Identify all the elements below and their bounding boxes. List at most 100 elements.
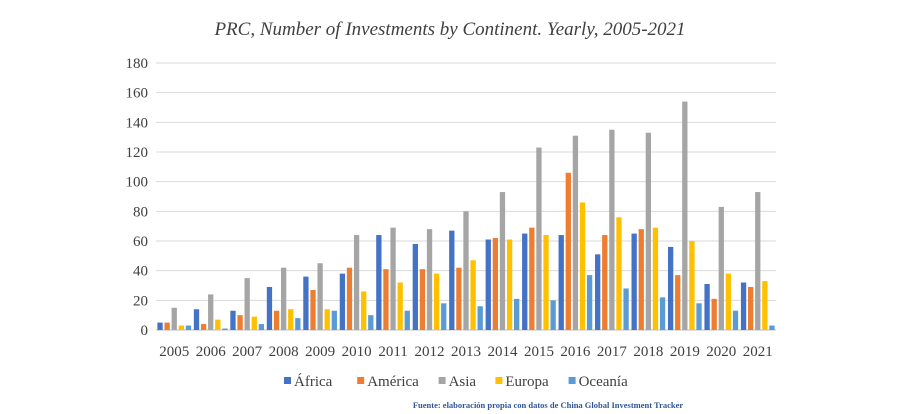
bar bbox=[339, 273, 346, 330]
bar bbox=[675, 275, 681, 330]
bar bbox=[412, 243, 418, 330]
bar bbox=[383, 269, 389, 330]
bar bbox=[748, 286, 754, 330]
bar bbox=[499, 192, 506, 330]
bar bbox=[609, 129, 615, 330]
bar bbox=[602, 235, 608, 330]
bar bbox=[696, 303, 702, 330]
x-tick-label: 2006 bbox=[196, 344, 227, 360]
bar bbox=[368, 315, 374, 330]
bar bbox=[550, 300, 556, 330]
bar bbox=[579, 202, 586, 330]
x-tick-label: 2014 bbox=[487, 344, 518, 360]
legend-item: Europa bbox=[495, 374, 549, 390]
y-tick-label: 120 bbox=[126, 145, 149, 161]
bar bbox=[303, 276, 309, 330]
bar bbox=[682, 101, 688, 330]
y-tick-label: 60 bbox=[133, 234, 148, 250]
bar bbox=[157, 322, 163, 330]
bar bbox=[353, 235, 360, 330]
x-tick-label: 2015 bbox=[524, 344, 554, 360]
bar bbox=[755, 192, 761, 330]
bar bbox=[433, 273, 440, 330]
bars bbox=[157, 101, 775, 330]
bar-group-2013 bbox=[449, 211, 483, 330]
bar bbox=[638, 229, 644, 330]
y-tick-label: 80 bbox=[133, 204, 148, 220]
x-tick-label: 2020 bbox=[706, 344, 736, 360]
bar bbox=[463, 211, 469, 330]
legend-label: Asia bbox=[449, 374, 477, 390]
legend-label: África bbox=[294, 373, 333, 390]
x-tick-label: 2017 bbox=[597, 344, 628, 360]
x-tick-label: 2021 bbox=[743, 344, 773, 360]
bar bbox=[449, 230, 455, 330]
bar bbox=[310, 289, 316, 330]
bar bbox=[441, 303, 447, 330]
bar bbox=[645, 132, 652, 330]
bar bbox=[251, 316, 257, 330]
bar bbox=[704, 284, 710, 330]
bar bbox=[397, 282, 403, 330]
bar bbox=[324, 309, 330, 330]
y-tick-label: 40 bbox=[133, 264, 148, 280]
y-axis-ticks: 0 20 40 60 80 100 120 140 160 180 bbox=[126, 56, 149, 339]
bar bbox=[280, 267, 287, 330]
bar bbox=[237, 315, 243, 330]
bar bbox=[514, 298, 520, 330]
bar bbox=[586, 275, 593, 330]
bar bbox=[616, 217, 622, 330]
bar bbox=[419, 269, 426, 330]
bar-group-2018 bbox=[631, 132, 666, 330]
legend-label: América bbox=[367, 374, 419, 390]
x-tick-label: 2010 bbox=[342, 344, 372, 360]
x-tick-label: 2009 bbox=[305, 344, 335, 360]
bar-group-2011 bbox=[376, 227, 410, 330]
bar bbox=[273, 310, 280, 330]
y-tick-label: 160 bbox=[126, 86, 149, 102]
bar bbox=[572, 135, 579, 330]
bar bbox=[390, 227, 396, 330]
bar bbox=[376, 235, 382, 330]
legend-item: África bbox=[284, 373, 333, 390]
bar bbox=[522, 233, 528, 330]
legend: África América Asia Europa Oceanía bbox=[284, 373, 628, 390]
legend-item: América bbox=[357, 374, 419, 390]
x-tick-label: 2007 bbox=[232, 344, 263, 360]
bar-group-2015 bbox=[522, 147, 556, 330]
bar bbox=[361, 291, 367, 330]
bar bbox=[331, 310, 337, 330]
legend-item: Oceanía bbox=[568, 374, 628, 390]
bar bbox=[426, 229, 433, 330]
bar bbox=[652, 227, 659, 330]
bar bbox=[295, 318, 301, 330]
bar bbox=[732, 310, 739, 330]
bar bbox=[477, 306, 483, 330]
bar-group-2010 bbox=[339, 235, 374, 330]
bar-group-2008 bbox=[266, 267, 301, 330]
x-tick-label: 2008 bbox=[269, 344, 299, 360]
bar bbox=[404, 310, 410, 330]
bar bbox=[558, 235, 564, 330]
bar bbox=[266, 286, 273, 330]
bar bbox=[258, 324, 265, 330]
legend-swatch bbox=[495, 377, 503, 384]
bar bbox=[193, 309, 200, 330]
legend-swatch bbox=[357, 377, 365, 384]
legend-swatch bbox=[284, 377, 291, 384]
y-tick-label: 0 bbox=[141, 323, 149, 339]
bar bbox=[164, 322, 170, 330]
bar bbox=[565, 172, 571, 330]
bar bbox=[689, 241, 695, 330]
bar bbox=[208, 294, 214, 330]
bar bbox=[631, 233, 637, 330]
bar bbox=[543, 235, 549, 330]
bar bbox=[659, 297, 666, 330]
bar-group-2012 bbox=[412, 229, 447, 330]
legend-swatch bbox=[438, 377, 446, 384]
chart-title: PRC, Number of Investments by Continent.… bbox=[213, 19, 685, 40]
bar bbox=[244, 278, 250, 330]
source-note: Fuente: elaboración propia con datos de … bbox=[413, 400, 684, 410]
bar bbox=[718, 206, 724, 330]
x-tick-label: 2016 bbox=[560, 344, 591, 360]
